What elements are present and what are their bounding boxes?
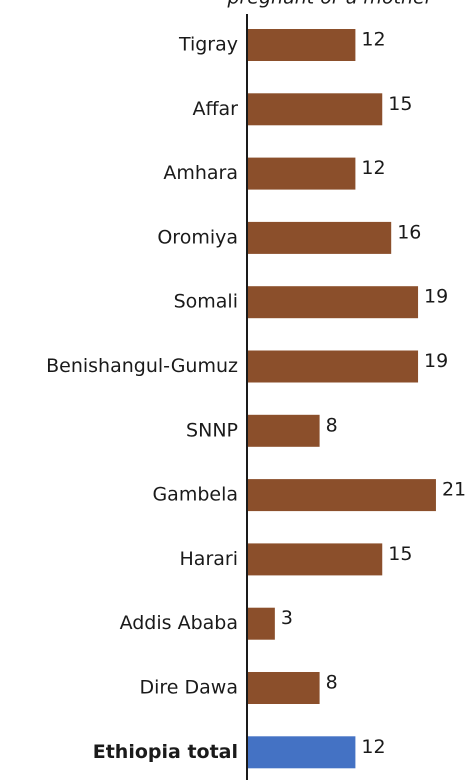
category-label: Benishangul-Gumuz (46, 355, 238, 377)
category-label: Dire Dawa (140, 677, 239, 699)
category-label: Tigray (178, 34, 238, 56)
chart-subtitle: pregnant or a mother (226, 0, 433, 9)
category-label: Ethiopia total (93, 741, 238, 763)
value-label: 8 (326, 672, 338, 694)
category-label: Amhara (163, 162, 238, 184)
value-label: 8 (326, 414, 338, 436)
category-label: SNNP (186, 419, 238, 441)
value-label: 19 (424, 286, 448, 308)
bar (248, 286, 419, 319)
value-label: 12 (361, 157, 385, 179)
value-label: 3 (281, 607, 293, 629)
bar (248, 221, 392, 254)
value-label: 15 (388, 93, 412, 115)
bar (248, 157, 356, 190)
bar (248, 543, 383, 576)
value-label: 16 (397, 221, 421, 243)
bar (248, 350, 419, 383)
bar (248, 479, 436, 512)
category-label: Harari (180, 548, 238, 570)
bar (248, 607, 275, 640)
value-label: 19 (424, 350, 448, 372)
bar (248, 736, 356, 769)
value-label: 21 (442, 479, 466, 501)
category-label: Oromiya (157, 226, 238, 248)
bar (248, 93, 383, 126)
value-label: 15 (388, 543, 412, 565)
bar (248, 672, 320, 704)
category-label: Somali (174, 291, 238, 313)
category-label: Addis Ababa (120, 612, 238, 634)
value-label: 12 (361, 29, 385, 51)
bar (248, 29, 356, 61)
bar (248, 414, 320, 447)
value-label: 12 (361, 736, 385, 758)
category-label: Gambela (152, 484, 238, 506)
category-label: Affar (192, 98, 238, 120)
